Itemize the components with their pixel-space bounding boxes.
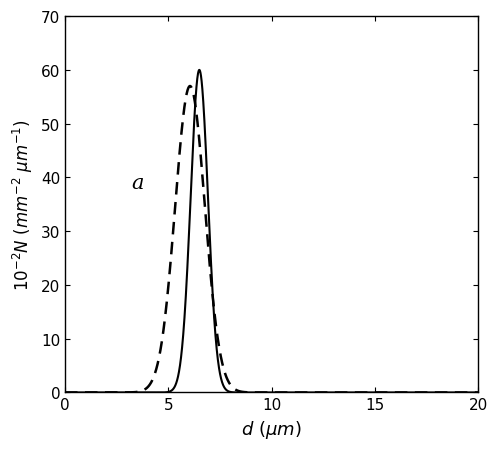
X-axis label: $d\ (\mu m)$: $d\ (\mu m)$ (242, 418, 302, 440)
Text: a: a (131, 174, 144, 193)
Y-axis label: $10^{-2}N\ (mm^{-2}\ \mu m^{-1})$: $10^{-2}N\ (mm^{-2}\ \mu m^{-1})$ (11, 119, 35, 290)
